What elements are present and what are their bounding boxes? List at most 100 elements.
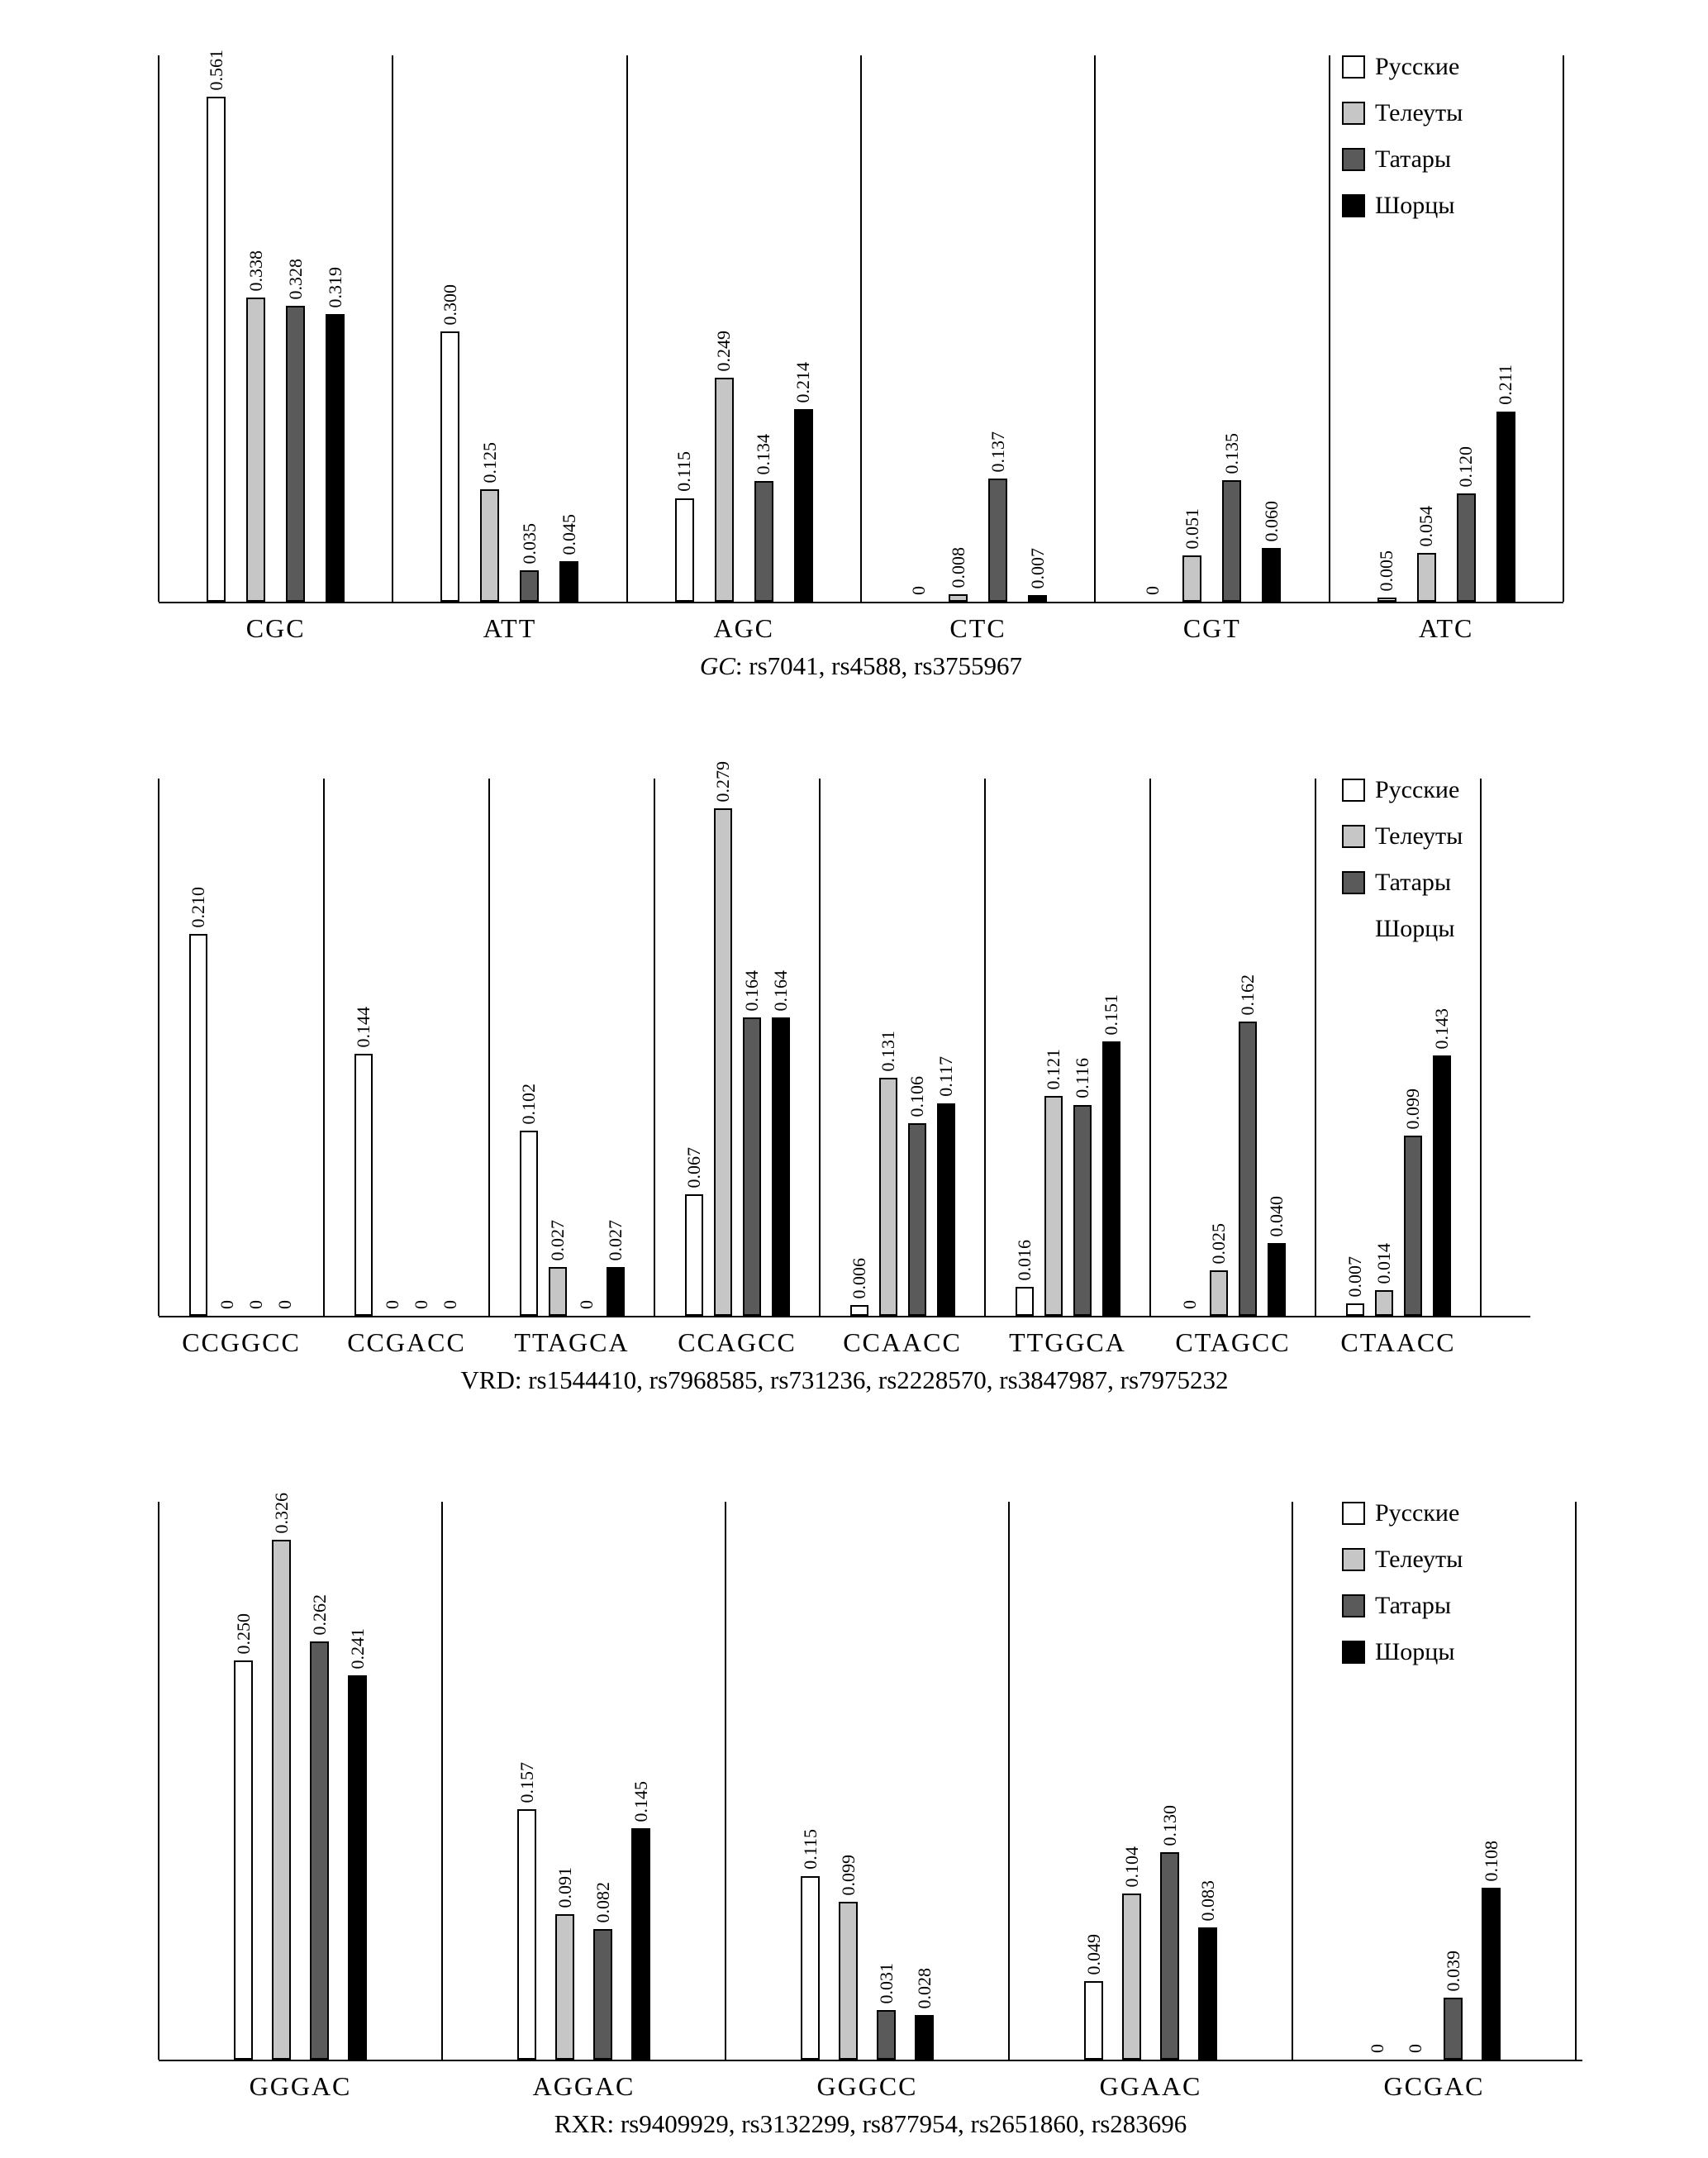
- bar-Татары: [1456, 493, 1476, 602]
- bar-value-label: 0.039: [1442, 1950, 1463, 1992]
- grid-separator: [1480, 779, 1482, 1316]
- grid-separator: [984, 779, 986, 1316]
- grid-separator: [392, 55, 394, 602]
- bar-Шорцы: [1432, 1055, 1451, 1316]
- y-axis-line: [158, 55, 159, 602]
- grid-separator: [488, 779, 490, 1316]
- bar-Телеуты: [1374, 1290, 1393, 1316]
- bar-Русские: [1377, 598, 1396, 602]
- bar-Телеуты: [714, 378, 734, 602]
- bar-Татары: [1073, 1105, 1092, 1316]
- y-axis-line: [158, 779, 159, 1316]
- subtitle-gene: GC: [699, 651, 735, 680]
- bar-Русские: [684, 1194, 703, 1316]
- bar-value-label: 0: [1404, 2044, 1425, 2053]
- grid-separator: [1315, 779, 1316, 1316]
- bar-Русские: [517, 1809, 536, 2060]
- legend-swatch: [1342, 55, 1365, 79]
- bar-Шорцы: [606, 1267, 625, 1316]
- grid-separator: [626, 55, 628, 602]
- grid-separator: [441, 1502, 443, 2060]
- legend-label: Татары: [1375, 1592, 1452, 1619]
- legend-item: Русские: [1342, 1499, 1463, 1527]
- bar-Телеуты: [1122, 1894, 1141, 2060]
- category-label: CCAGCC: [678, 1327, 797, 1357]
- bar-Шорцы: [326, 314, 345, 602]
- legend: Русские Телеуты Татары Шорцы: [1339, 774, 1467, 945]
- bar-Татары: [593, 1929, 612, 2060]
- bar-Русские: [188, 934, 207, 1316]
- legend-swatch: [1342, 1594, 1365, 1617]
- legend-swatch: [1342, 825, 1365, 848]
- category-label: AGC: [713, 613, 775, 643]
- bar-value-label: 0.130: [1158, 1804, 1180, 1846]
- bar-Татары: [742, 1017, 761, 1316]
- category-label: ATC: [1418, 613, 1474, 643]
- legend-label: Татары: [1375, 869, 1452, 896]
- bar-Татары: [1160, 1852, 1179, 2060]
- bar-Телеуты: [949, 594, 968, 602]
- chart-subtitle: VRD: rs1544410, rs7968585, rs731236, rs2…: [159, 1365, 1530, 1395]
- bar-value-label: 0.108: [1480, 1840, 1501, 1882]
- bar-Русские: [801, 1876, 820, 2060]
- legend-label: Татары: [1375, 145, 1452, 173]
- bar-Русские: [674, 498, 694, 602]
- bar-Русские: [440, 331, 460, 602]
- grid-separator: [1094, 55, 1097, 602]
- category-label: CCGACC: [347, 1327, 466, 1357]
- bar-value-label: 0.031: [875, 1962, 897, 2004]
- y-axis-line: [158, 1502, 159, 2060]
- grid-separator: [1292, 1502, 1293, 2060]
- x-axis-line: [159, 602, 1563, 603]
- bar-Шорцы: [1101, 1041, 1120, 1316]
- category-label: GGGAC: [249, 2071, 352, 2101]
- bar-Русские: [1015, 1287, 1034, 1316]
- legend-label: Русские: [1375, 53, 1460, 80]
- legend-label: Шорцы: [1375, 915, 1455, 942]
- bar-Русские: [1345, 1303, 1364, 1316]
- bar-value-label: 0.326: [270, 1492, 292, 1534]
- chart-subtitle: GC: rs7041, rs4588, rs3755967: [159, 651, 1563, 681]
- subtitle-snps: : rs9409929, rs3132299, rs877954, rs2651…: [607, 2109, 1187, 2138]
- legend-item: Телеуты: [1342, 822, 1463, 850]
- category-label: GGAAC: [1099, 2071, 1202, 2101]
- bar-Шорцы: [631, 1828, 650, 2060]
- subtitle-snps: : rs7041, rs4588, rs3755967: [735, 651, 1022, 680]
- bar-Шорцы: [915, 2015, 934, 2060]
- category-label: CCGGCC: [182, 1327, 301, 1357]
- subtitle-gene: RXR: [554, 2109, 607, 2138]
- bar-Татары: [1222, 480, 1242, 602]
- bar-Русские: [519, 1131, 538, 1316]
- category-label: TTGGCA: [1009, 1327, 1126, 1357]
- bar-Шорцы: [936, 1103, 955, 1316]
- bar-Татары: [1238, 1022, 1257, 1316]
- bar-Татары: [754, 481, 773, 602]
- bar-Татары: [907, 1123, 926, 1316]
- bar-Телеуты: [1209, 1270, 1228, 1316]
- grid-separator: [725, 1502, 726, 2060]
- legend-swatch: [1342, 1502, 1365, 1525]
- bar-Русские: [849, 1305, 868, 1316]
- legend-item: Татары: [1342, 869, 1463, 897]
- legend-label: Русские: [1375, 776, 1460, 803]
- grid-separator: [1008, 1502, 1010, 2060]
- bar-Шорцы: [793, 409, 813, 602]
- legend-label: Телеуты: [1375, 99, 1463, 126]
- bar-Татары: [1444, 1998, 1463, 2060]
- legend-swatch: [1342, 194, 1365, 217]
- legend-item: Шорцы: [1342, 1638, 1463, 1666]
- legend-swatch: [1342, 779, 1365, 802]
- grid-separator: [1575, 1502, 1577, 2060]
- category-label: GGGCC: [816, 2071, 918, 2101]
- grid-separator: [1149, 779, 1151, 1316]
- bar-Телеуты: [1182, 555, 1202, 602]
- legend-label: Шорцы: [1375, 192, 1455, 219]
- grid-separator: [654, 779, 655, 1316]
- bar-value-label: 0.082: [592, 1881, 613, 1923]
- bar-Шорцы: [1496, 412, 1515, 602]
- category-label: GCGAC: [1383, 2071, 1485, 2101]
- legend-swatch: [1342, 102, 1365, 125]
- bar-Телеуты: [1044, 1096, 1063, 1316]
